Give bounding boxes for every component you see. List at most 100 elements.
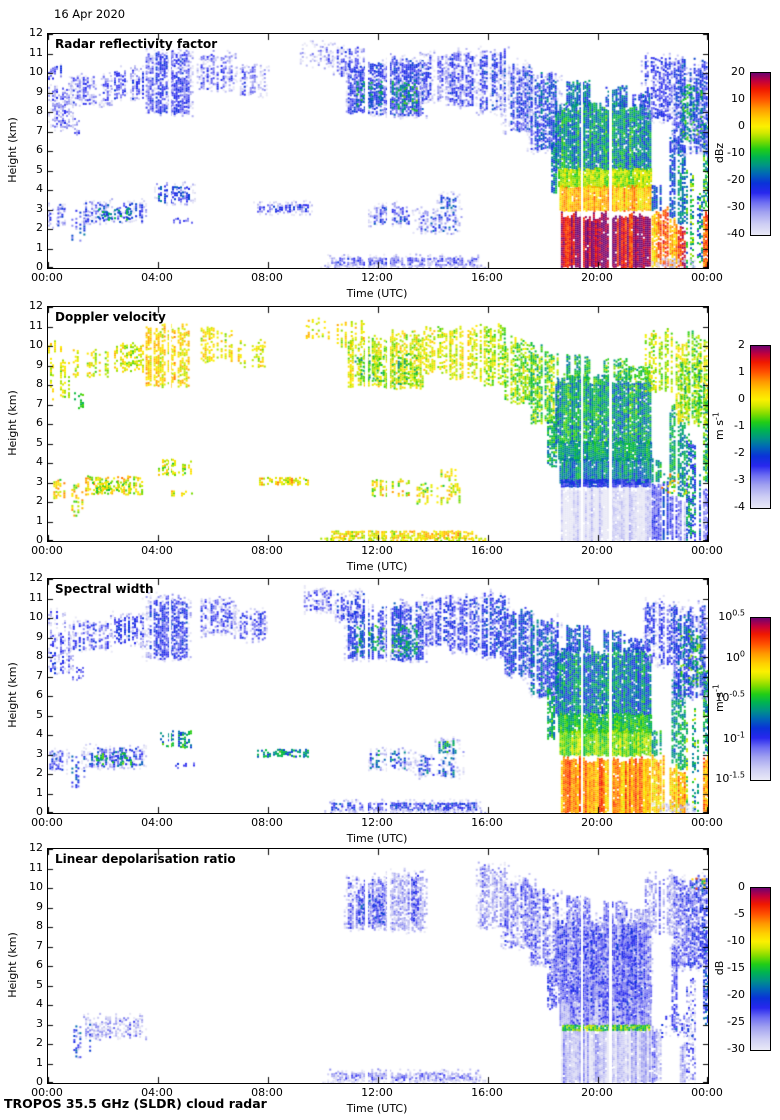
- x-tick-label: 20:00: [581, 271, 613, 284]
- x-tick-label: 20:00: [581, 816, 613, 829]
- x-tick-label: 12:00: [361, 271, 393, 284]
- y-tick-label: 10: [29, 610, 43, 623]
- x-tick-label: 00:00: [31, 271, 63, 284]
- colorbar-tick-label: -15: [727, 961, 745, 974]
- heatmap-canvas-spectral-width: [48, 579, 708, 813]
- y-tick-label: 7: [36, 396, 43, 410]
- colorbar-tick-label: 1: [738, 365, 745, 378]
- x-axis-label: Time (UTC): [346, 1102, 408, 1115]
- y-tick-label: 8: [36, 919, 43, 932]
- y-tick-label: 6: [36, 416, 43, 429]
- colorbar-spectral-width: [750, 617, 771, 781]
- colorbar-tick-label: -1: [734, 419, 745, 432]
- y-tick-label: 4: [36, 727, 43, 740]
- y-tick-label: 1: [36, 785, 43, 799]
- x-axis-label: Time (UTC): [346, 832, 408, 845]
- y-tick-label: 0: [36, 533, 43, 546]
- panel-title-spectral-width: Spectral width: [55, 582, 154, 596]
- panel-ldr: Linear depolarisation ratio: [47, 848, 709, 1084]
- colorbar-tick-label: 0: [738, 392, 745, 405]
- x-tick-label: 00:00: [691, 1086, 723, 1099]
- y-tick-label: 5: [36, 162, 43, 176]
- y-tick-label: 3: [36, 474, 43, 488]
- x-tick-label: 16:00: [471, 544, 503, 557]
- colorbar-tick-label: -4: [734, 500, 745, 513]
- y-tick-label: 7: [36, 668, 43, 682]
- colorbar-unit-label: m s-1: [711, 412, 726, 440]
- x-tick-label: 12:00: [361, 1086, 393, 1099]
- x-tick-label: 04:00: [141, 1086, 173, 1099]
- colorbar-unit-label: m s-1: [711, 684, 726, 712]
- panel-reflectivity: Radar reflectivity factor: [47, 33, 709, 269]
- y-tick-label: 2: [36, 766, 43, 779]
- y-tick-label: 2: [36, 494, 43, 507]
- y-tick-label: 9: [36, 899, 43, 913]
- date-label: 16 Apr 2020: [54, 7, 126, 21]
- x-tick-label: 00:00: [691, 544, 723, 557]
- panel-spectral-width: Spectral width: [47, 578, 709, 814]
- y-tick-label: 1: [36, 1055, 43, 1069]
- x-tick-label: 08:00: [251, 816, 283, 829]
- colorbar-tick-label: 0: [738, 880, 745, 893]
- colorbar-unit-label: dBz: [713, 142, 726, 164]
- instrument-caption: TROPOS 35.5 GHz (SLDR) cloud radar: [4, 1096, 267, 1111]
- y-tick-label: 1: [36, 513, 43, 527]
- y-tick-label: 3: [36, 1016, 43, 1030]
- y-tick-label: 2: [36, 221, 43, 234]
- y-tick-label: 6: [36, 958, 43, 971]
- y-tick-label: 9: [36, 357, 43, 371]
- x-tick-label: 16:00: [471, 271, 503, 284]
- colorbar-tick-label: 10-1: [723, 729, 745, 745]
- y-tick-label: 8: [36, 649, 43, 662]
- x-tick-label: 08:00: [251, 271, 283, 284]
- y-axis-label: Height (km): [6, 117, 19, 183]
- y-tick-label: 0: [36, 805, 43, 818]
- colorbar-tick-label: -3: [734, 473, 745, 486]
- x-tick-label: 12:00: [361, 816, 393, 829]
- y-tick-label: 5: [36, 977, 43, 991]
- panel-doppler-velocity: Doppler velocity: [47, 306, 709, 542]
- colorbar-tick-label: -10: [727, 146, 745, 159]
- panel-title-ldr: Linear depolarisation ratio: [55, 852, 236, 866]
- colorbar-tick-label: -20: [727, 173, 745, 186]
- y-tick-label: 0: [36, 1075, 43, 1088]
- y-tick-label: 12: [29, 26, 43, 39]
- panel-title-doppler-velocity: Doppler velocity: [55, 310, 166, 324]
- x-tick-label: 16:00: [471, 1086, 503, 1099]
- colorbar-tick-label: 20: [731, 65, 745, 78]
- y-tick-label: 3: [36, 746, 43, 760]
- y-tick-label: 4: [36, 455, 43, 468]
- y-tick-label: 11: [29, 45, 43, 59]
- x-tick-label: 08:00: [251, 544, 283, 557]
- colorbar-tick-label: -40: [727, 227, 745, 240]
- colorbar-reflectivity: [750, 72, 771, 236]
- colorbar-ldr: [750, 887, 771, 1051]
- y-tick-label: 6: [36, 143, 43, 156]
- y-tick-label: 7: [36, 938, 43, 952]
- y-tick-label: 6: [36, 688, 43, 701]
- y-tick-label: 8: [36, 104, 43, 117]
- x-tick-label: 20:00: [581, 1086, 613, 1099]
- colorbar-tick-label: -2: [734, 446, 745, 459]
- heatmap-canvas-reflectivity: [48, 34, 708, 268]
- x-tick-label: 00:00: [31, 816, 63, 829]
- y-tick-label: 8: [36, 377, 43, 390]
- y-tick-label: 4: [36, 182, 43, 195]
- y-tick-label: 2: [36, 1036, 43, 1049]
- y-tick-label: 11: [29, 590, 43, 604]
- colorbar-unit-label: dB: [713, 960, 726, 976]
- y-tick-label: 1: [36, 240, 43, 254]
- y-tick-label: 12: [29, 841, 43, 854]
- y-tick-label: 7: [36, 123, 43, 137]
- y-tick-label: 5: [36, 707, 43, 721]
- y-axis-label: Height (km): [6, 932, 19, 998]
- colorbar-tick-label: 10-0.5: [715, 689, 745, 704]
- x-tick-label: 00:00: [691, 816, 723, 829]
- colorbar-tick-label: 10: [731, 92, 745, 105]
- panel-title-reflectivity: Radar reflectivity factor: [55, 37, 218, 51]
- x-axis-label: Time (UTC): [346, 560, 408, 573]
- x-tick-label: 04:00: [141, 544, 173, 557]
- x-tick-label: 12:00: [361, 544, 393, 557]
- x-tick-label: 20:00: [581, 544, 613, 557]
